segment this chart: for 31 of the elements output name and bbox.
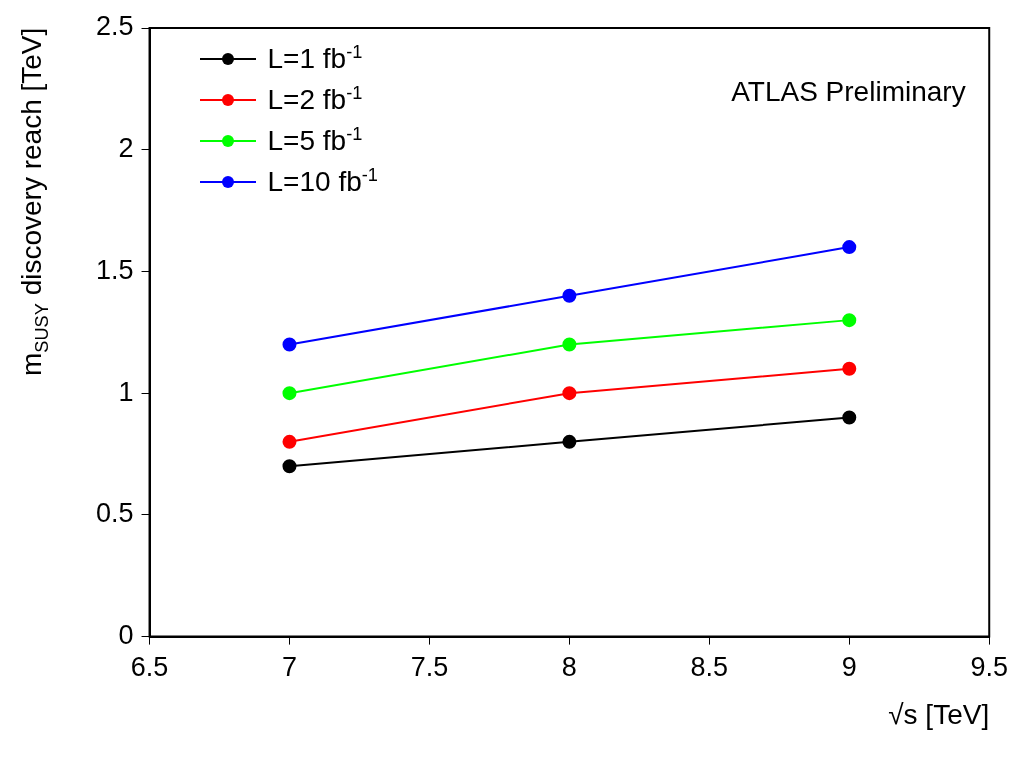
point: [562, 288, 577, 303]
annotation: ATLAS Preliminary: [731, 76, 966, 108]
x-axis-title: √s [TeV]: [888, 698, 990, 731]
point: [562, 386, 577, 401]
y-tick-label: 0.5: [95, 498, 134, 529]
legend-label: L=5 fb$^{-1}$: [267, 123, 363, 158]
point: [282, 459, 297, 474]
x-tick-label: 8.5: [690, 652, 729, 683]
point: [282, 337, 297, 352]
point: [562, 337, 577, 352]
x-tick-label: 6.5: [130, 652, 169, 683]
legend-label: L=10 fb$^{-1}$: [267, 164, 378, 199]
y-tick-label: 2.5: [95, 11, 134, 42]
x-tick-label: 8: [561, 652, 577, 683]
legend-label: L=1 fb$^{-1}$: [267, 41, 363, 76]
point: [282, 434, 297, 449]
legend-label: L=2 fb$^{-1}$: [267, 82, 363, 117]
point: [842, 240, 857, 255]
point: [842, 313, 857, 328]
point: [842, 410, 857, 425]
point: [842, 361, 857, 376]
point: [282, 386, 297, 401]
x-tick-label: 7.5: [410, 652, 449, 683]
y-tick-label: 0: [118, 620, 134, 651]
x-tick-label: 7: [281, 652, 297, 683]
y-tick-label: 2: [118, 133, 134, 164]
y-tick-label: 1: [118, 376, 134, 407]
y-tick-label: 1.5: [95, 254, 134, 285]
x-tick-label: 9.5: [970, 652, 1009, 683]
x-tick-label: 9: [841, 652, 857, 683]
point: [562, 434, 577, 449]
